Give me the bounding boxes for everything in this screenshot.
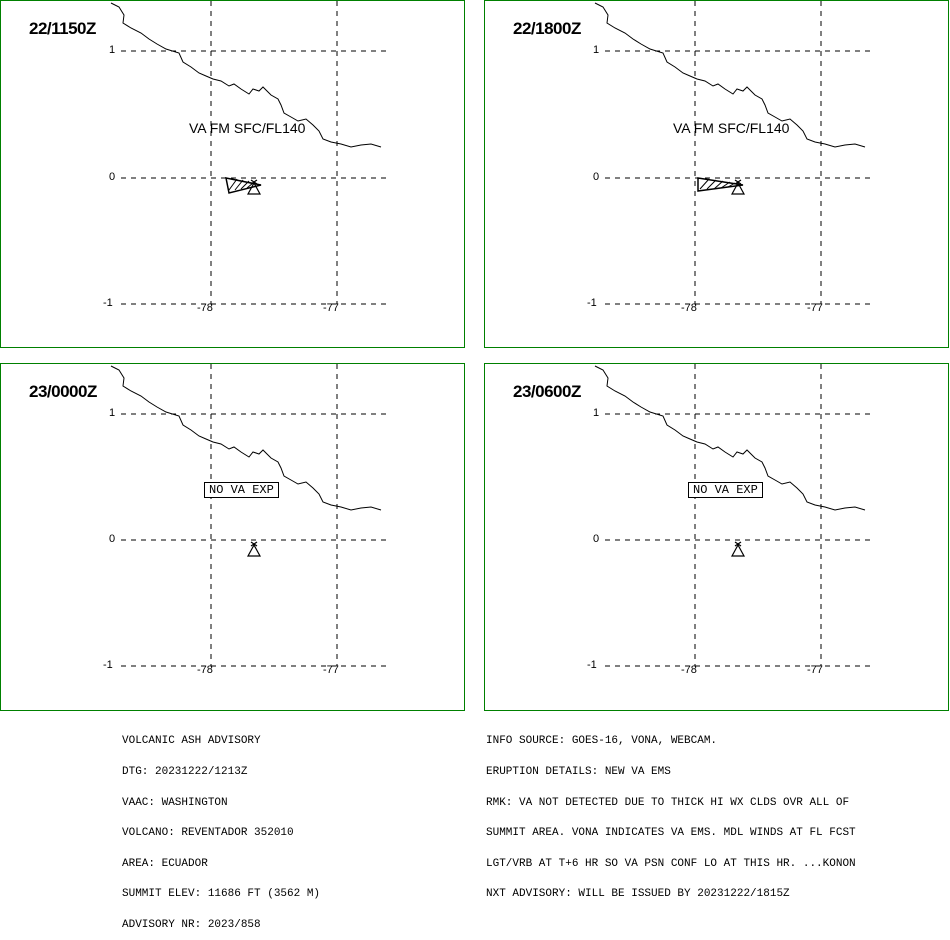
volcano-icon xyxy=(730,541,746,557)
time-label: 23/0000Z xyxy=(29,382,97,401)
lat-label: 1 xyxy=(109,44,116,56)
lat-label: 1 xyxy=(593,407,600,419)
advisory-line: SUMMIT ELEV: 11686 FT (3562 M) xyxy=(122,888,321,901)
map-panel-4: 23/0600Z 1 0 -1 -78 -77 NO VA EXP xyxy=(484,363,949,711)
ash-area xyxy=(225,177,262,194)
lat-label: -1 xyxy=(587,297,597,309)
advisory-line: VOLCANO: REVENTADOR 352010 xyxy=(122,827,294,840)
lat-label: 1 xyxy=(109,407,116,419)
advisory-line: AREA: ECUADOR xyxy=(122,857,208,870)
lon-label: -77 xyxy=(807,664,823,676)
volcano-icon xyxy=(730,179,746,195)
lat-label: 0 xyxy=(109,171,116,183)
map-panel-1: 22/1150Z 1 0 -1 -78 -77 VA FM SFC/FL140 xyxy=(0,0,465,348)
coastline xyxy=(110,2,382,148)
map-panel-2: 22/1800Z 1 0 -1 -78 -77 VA FM SFC/FL140 xyxy=(484,0,949,348)
lon-label: -77 xyxy=(323,302,339,314)
no-va-label: NO VA EXP xyxy=(688,482,763,498)
lon-label: -78 xyxy=(197,664,213,676)
advisory-line: VOLCANIC ASH ADVISORY xyxy=(122,735,261,748)
advisory-line: LGT/VRB AT T+6 HR SO VA PSN CONF LO AT T… xyxy=(486,857,856,870)
advisory-right: INFO SOURCE: GOES-16, VONA, WEBCAM. ERUP… xyxy=(486,716,856,910)
map-graphic xyxy=(110,1,386,305)
advisory-line: DTG: 20231222/1213Z xyxy=(122,766,248,779)
time-label: 22/1150Z xyxy=(29,19,96,38)
map-graphic xyxy=(594,364,870,667)
va-label: VA FM SFC/FL140 xyxy=(189,120,306,136)
lat-label: -1 xyxy=(587,659,597,671)
coastline xyxy=(594,2,866,148)
lat-label: 0 xyxy=(593,171,600,183)
lon-label: -78 xyxy=(681,302,697,314)
lat-label: -1 xyxy=(103,659,113,671)
coastline xyxy=(110,365,382,511)
coastline xyxy=(594,365,866,511)
advisory-line: RMK: VA NOT DETECTED DUE TO THICK HI WX … xyxy=(486,796,850,809)
no-va-label: NO VA EXP xyxy=(204,482,279,498)
lon-label: -78 xyxy=(681,664,697,676)
lat-label: 0 xyxy=(593,533,600,545)
va-label: VA FM SFC/FL140 xyxy=(673,120,790,136)
lon-label: -77 xyxy=(807,302,823,314)
map-graphic xyxy=(594,1,870,305)
time-label: 23/0600Z xyxy=(513,382,581,401)
volcano-icon xyxy=(246,541,262,557)
advisory-left: VOLCANIC ASH ADVISORY DTG: 20231222/1213… xyxy=(122,716,320,940)
advisory-line: VAAC: WASHINGTON xyxy=(122,796,228,809)
volcano-icon xyxy=(246,179,262,195)
advisory-line: ERUPTION DETAILS: NEW VA EMS xyxy=(486,766,671,779)
lat-label: -1 xyxy=(103,297,113,309)
advisory-line: INFO SOURCE: GOES-16, VONA, WEBCAM. xyxy=(486,735,718,748)
map-graphic xyxy=(110,364,386,667)
map-panel-3: 23/0000Z 1 0 -1 -78 -77 NO VA EXP xyxy=(0,363,465,711)
time-label: 22/1800Z xyxy=(513,19,581,38)
ash-area xyxy=(697,177,744,192)
lat-label: 0 xyxy=(109,533,116,545)
advisory-line: SUMMIT AREA. VONA INDICATES VA EMS. MDL … xyxy=(486,827,856,840)
advisory-line: NXT ADVISORY: WILL BE ISSUED BY 20231222… xyxy=(486,888,790,901)
lon-label: -77 xyxy=(323,664,339,676)
advisory-line: ADVISORY NR: 2023/858 xyxy=(122,919,261,932)
lon-label: -78 xyxy=(197,302,213,314)
lat-label: 1 xyxy=(593,44,600,56)
